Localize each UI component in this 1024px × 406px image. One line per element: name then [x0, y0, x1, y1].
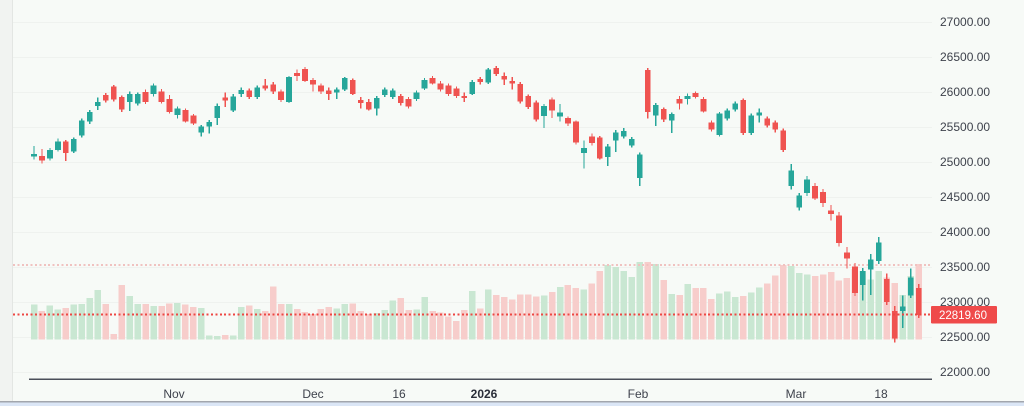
svg-text:26000.00: 26000.00 — [940, 85, 990, 99]
svg-text:23500.00: 23500.00 — [940, 260, 990, 274]
svg-text:22500.00: 22500.00 — [940, 330, 990, 344]
svg-text:18: 18 — [874, 387, 888, 401]
svg-text:22819.60: 22819.60 — [939, 310, 987, 322]
svg-text:24500.00: 24500.00 — [940, 190, 990, 204]
svg-text:Nov: Nov — [163, 387, 184, 401]
svg-text:22000.00: 22000.00 — [940, 365, 990, 379]
svg-text:2026: 2026 — [471, 387, 498, 401]
svg-text:25500.00: 25500.00 — [940, 120, 990, 134]
svg-text:24000.00: 24000.00 — [940, 225, 990, 239]
svg-text:27000.00: 27000.00 — [940, 15, 990, 29]
svg-text:26500.00: 26500.00 — [940, 50, 990, 64]
svg-text:25000.00: 25000.00 — [940, 155, 990, 169]
svg-text:16: 16 — [392, 387, 406, 401]
svg-text:Feb: Feb — [628, 387, 649, 401]
svg-text:Dec: Dec — [302, 387, 323, 401]
svg-text:Mar: Mar — [786, 387, 807, 401]
svg-text:23000.00: 23000.00 — [940, 295, 990, 309]
